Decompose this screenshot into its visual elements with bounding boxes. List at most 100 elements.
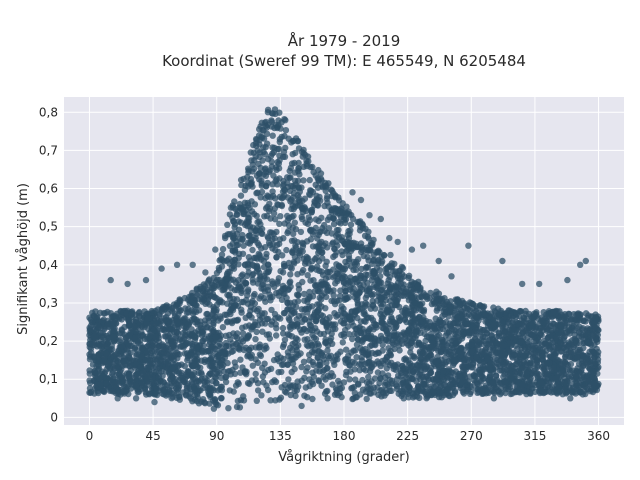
data-point bbox=[267, 241, 274, 249]
data-point bbox=[248, 344, 255, 351]
data-point bbox=[96, 375, 104, 382]
data-point bbox=[345, 252, 353, 259]
data-point bbox=[240, 210, 248, 218]
data-point bbox=[255, 242, 263, 249]
data-point bbox=[184, 321, 192, 328]
data-point bbox=[270, 149, 278, 156]
data-point bbox=[279, 194, 287, 201]
data-point bbox=[593, 351, 600, 358]
data-point bbox=[292, 244, 300, 251]
data-point bbox=[277, 315, 284, 322]
data-point bbox=[371, 335, 378, 343]
data-point bbox=[224, 291, 231, 299]
data-point bbox=[89, 361, 97, 368]
data-point bbox=[255, 250, 262, 258]
data-point bbox=[268, 318, 276, 325]
data-point bbox=[220, 349, 227, 356]
data-point bbox=[120, 387, 127, 395]
data-point bbox=[204, 357, 211, 365]
data-point bbox=[447, 306, 454, 313]
data-point bbox=[317, 170, 325, 177]
data-point bbox=[245, 261, 252, 268]
data-point bbox=[252, 153, 259, 160]
data-point bbox=[237, 356, 244, 363]
data-point bbox=[244, 292, 251, 299]
data-point bbox=[492, 326, 499, 333]
data-point bbox=[340, 267, 347, 274]
data-point bbox=[318, 214, 325, 221]
data-point bbox=[102, 350, 110, 357]
data-point bbox=[245, 254, 253, 261]
data-point bbox=[413, 326, 420, 333]
data-point bbox=[307, 277, 314, 284]
data-point bbox=[362, 246, 369, 254]
data-point bbox=[289, 202, 296, 209]
data-point bbox=[213, 370, 220, 377]
data-point bbox=[105, 345, 113, 352]
data-point bbox=[169, 304, 176, 312]
data-point bbox=[324, 347, 331, 354]
data-point bbox=[386, 320, 394, 328]
data-point bbox=[440, 343, 447, 350]
data-point bbox=[537, 379, 545, 386]
data-point bbox=[364, 359, 371, 367]
data-point bbox=[158, 368, 165, 375]
data-point bbox=[458, 379, 465, 386]
data-point bbox=[468, 348, 475, 355]
data-point bbox=[343, 346, 350, 353]
data-point bbox=[298, 184, 305, 191]
data-point bbox=[266, 265, 273, 273]
data-point bbox=[316, 229, 323, 236]
data-point bbox=[244, 223, 251, 230]
data-point bbox=[311, 282, 319, 289]
data-point bbox=[562, 313, 569, 320]
data-point bbox=[466, 332, 473, 339]
data-point bbox=[267, 397, 274, 404]
data-point bbox=[463, 302, 471, 309]
data-point bbox=[412, 307, 420, 314]
data-point bbox=[425, 391, 432, 399]
data-point bbox=[309, 395, 316, 403]
data-point bbox=[302, 384, 309, 391]
data-point bbox=[295, 159, 302, 167]
data-point bbox=[369, 301, 377, 309]
data-point bbox=[282, 127, 290, 134]
data-point bbox=[220, 361, 227, 369]
data-point bbox=[193, 343, 200, 350]
data-point bbox=[242, 314, 249, 321]
data-point bbox=[306, 176, 313, 184]
data-point bbox=[416, 313, 423, 320]
data-point bbox=[223, 373, 230, 380]
data-point bbox=[419, 387, 426, 394]
data-point bbox=[189, 371, 196, 378]
data-point bbox=[189, 363, 197, 370]
data-point bbox=[329, 340, 336, 347]
data-point bbox=[330, 189, 337, 197]
data-point bbox=[132, 337, 139, 344]
data-point bbox=[446, 381, 454, 388]
data-point bbox=[309, 264, 316, 272]
data-point bbox=[491, 347, 498, 354]
data-point bbox=[287, 325, 294, 332]
data-point bbox=[415, 294, 423, 301]
data-point bbox=[155, 332, 162, 339]
data-point bbox=[277, 268, 284, 275]
data-point bbox=[304, 272, 311, 279]
data-point bbox=[505, 319, 512, 326]
data-point bbox=[100, 310, 108, 317]
data-point bbox=[267, 215, 274, 222]
data-point bbox=[174, 386, 182, 393]
data-point bbox=[173, 329, 180, 336]
data-point bbox=[217, 395, 225, 402]
data-point bbox=[262, 118, 270, 126]
data-point bbox=[365, 228, 372, 235]
data-point bbox=[299, 243, 307, 250]
data-point bbox=[313, 367, 320, 374]
data-point bbox=[102, 380, 110, 387]
data-point bbox=[578, 366, 585, 373]
data-point bbox=[109, 388, 117, 395]
data-point bbox=[322, 305, 329, 312]
data-point bbox=[274, 278, 281, 285]
data-point bbox=[386, 383, 393, 390]
data-point bbox=[436, 388, 444, 396]
